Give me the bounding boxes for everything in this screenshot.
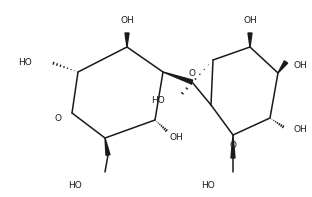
Polygon shape xyxy=(163,72,193,84)
Polygon shape xyxy=(105,138,110,155)
Polygon shape xyxy=(231,135,235,158)
Text: HO: HO xyxy=(18,58,32,67)
Text: HO: HO xyxy=(151,96,165,104)
Text: HO: HO xyxy=(68,180,82,190)
Text: O: O xyxy=(230,140,236,150)
Polygon shape xyxy=(248,33,252,47)
Text: OH: OH xyxy=(294,60,308,70)
Text: OH: OH xyxy=(120,16,134,24)
Text: HO: HO xyxy=(201,180,215,190)
Text: O: O xyxy=(55,113,61,123)
Polygon shape xyxy=(125,33,129,47)
Text: OH: OH xyxy=(170,134,184,142)
Text: O: O xyxy=(188,69,196,77)
Polygon shape xyxy=(278,61,288,73)
Text: OH: OH xyxy=(293,125,307,135)
Text: OH: OH xyxy=(243,16,257,24)
